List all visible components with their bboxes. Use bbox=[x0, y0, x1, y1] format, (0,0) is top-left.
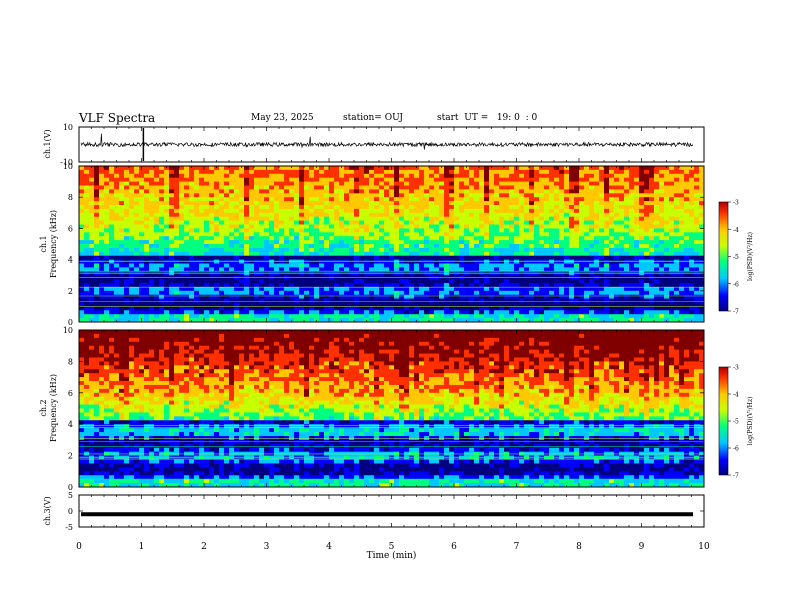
x-tick-label: 3 bbox=[264, 542, 270, 552]
colorbar-tick-2: -4 bbox=[733, 392, 739, 399]
ch1-waveform-trace bbox=[80, 128, 694, 161]
colorbar-label-1: log(PSD)(V²/Hz) bbox=[747, 232, 754, 281]
x-axis-label: Time (min) bbox=[367, 550, 417, 561]
x-tick-label: 8 bbox=[576, 542, 582, 552]
x-tick-label: 1 bbox=[139, 542, 145, 552]
station-label: station= OUJ bbox=[343, 113, 404, 123]
date-label: May 23, 2025 bbox=[251, 113, 314, 123]
ch2-freq-tick: 4 bbox=[68, 420, 73, 429]
ch3-y-tick: -5 bbox=[65, 523, 73, 532]
ch1-y-tick: -10 bbox=[60, 158, 73, 167]
x-tick-label: 6 bbox=[451, 542, 457, 552]
ch1-freq-label: Frequency (kHz) bbox=[49, 210, 58, 278]
ch2-freq-tick: 2 bbox=[68, 452, 73, 461]
colorbar-tick-2: -3 bbox=[733, 365, 739, 372]
x-tick-label: 9 bbox=[639, 542, 645, 552]
ch1-waveform-line bbox=[80, 133, 694, 150]
colorbar-tick-1: -7 bbox=[733, 309, 739, 316]
ch3-y-label: ch.3(V) bbox=[43, 496, 52, 525]
start-time-label: start UT = 19: 0 : 0 bbox=[437, 113, 538, 123]
x-tick-label: 2 bbox=[201, 542, 207, 552]
ch1-spectrogram bbox=[79, 166, 705, 323]
x-tick-label: 10 bbox=[698, 542, 710, 552]
x-tick-label: 7 bbox=[514, 542, 520, 552]
ch2-freq-tick: 10 bbox=[63, 326, 73, 335]
x-tick-label: 4 bbox=[326, 542, 332, 552]
x-tick-label: 0 bbox=[76, 542, 82, 552]
colorbar-1 bbox=[718, 201, 729, 312]
ch1-freq-tick: 2 bbox=[68, 287, 73, 296]
ch1-freq-tick: 4 bbox=[68, 256, 73, 265]
ch3-y-tick: 5 bbox=[68, 491, 73, 500]
axes bbox=[78, 126, 705, 528]
ch1-freq-tick: 6 bbox=[68, 224, 73, 233]
ch3-y-tick: 0 bbox=[68, 507, 73, 516]
ch2-freq-tick: 0 bbox=[68, 483, 73, 492]
ch2-spec-label: ch.2 bbox=[39, 399, 48, 416]
ch1-spec-label: ch.1 bbox=[39, 235, 48, 252]
colorbar-label-2: log(PSD)(V²/Hz) bbox=[747, 397, 754, 446]
colorbar-tick-1: -4 bbox=[733, 227, 739, 234]
ch1-y-label: ch.1(V) bbox=[43, 129, 52, 158]
ch1-freq-tick: 8 bbox=[68, 193, 73, 202]
ch1-y-tick: 10 bbox=[63, 123, 73, 132]
ch1-freq-tick: 10 bbox=[63, 162, 73, 171]
colorbar-tick-2: -7 bbox=[733, 473, 739, 480]
frame-w1 bbox=[78, 126, 705, 163]
ch2-freq-tick: 8 bbox=[68, 357, 73, 366]
figure-title: VLF Spectra bbox=[79, 111, 156, 125]
colorbar-tick-1: -3 bbox=[733, 200, 739, 207]
colorbar-tick-1: -6 bbox=[733, 281, 739, 288]
ch1-freq-tick: 0 bbox=[68, 318, 73, 327]
ch2-freq-tick: 6 bbox=[68, 389, 73, 398]
colorbar-2 bbox=[718, 366, 729, 476]
colorbar-tick-2: -6 bbox=[733, 446, 739, 453]
x-tick-label: 5 bbox=[389, 542, 395, 552]
colorbar-tick-2: -5 bbox=[733, 419, 739, 426]
ch2-spectrogram bbox=[79, 330, 705, 488]
colorbar-tick-1: -5 bbox=[733, 254, 739, 261]
colorbars: -3 -4 -5 -6 -7 log(PSD)(V²/Hz) -3 -4 -5 -6 -7 log(P… bbox=[718, 200, 754, 480]
ch2-freq-label: Frequency (kHz) bbox=[49, 374, 58, 442]
frame-w3 bbox=[78, 494, 705, 528]
